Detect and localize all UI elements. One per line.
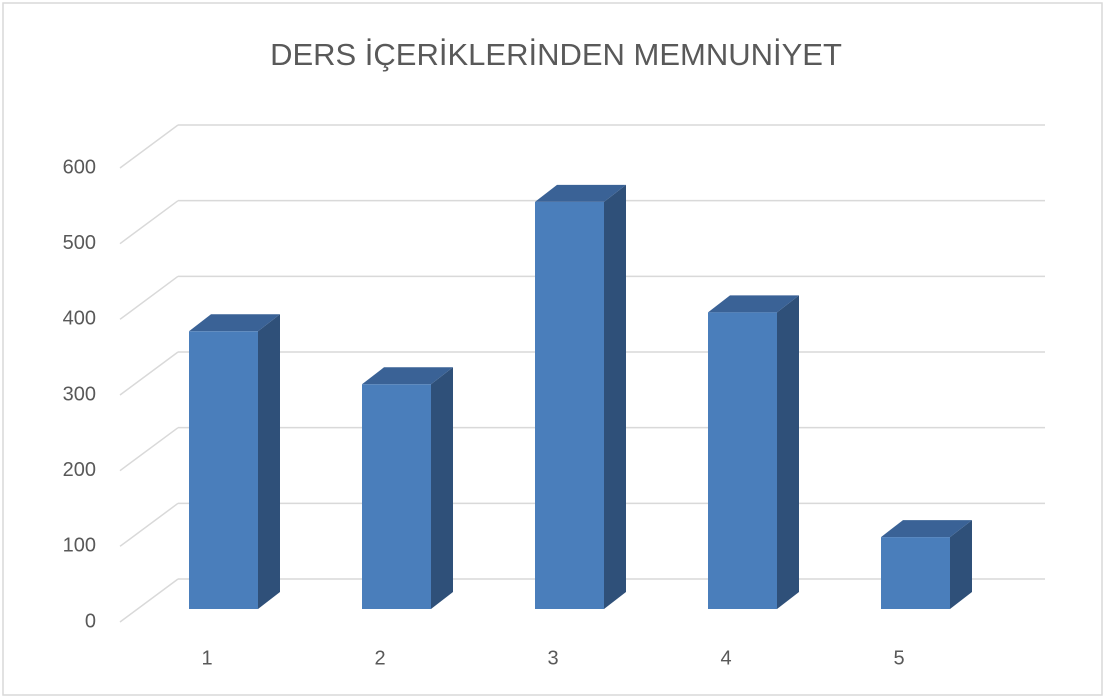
x-tick-label: 4 — [720, 647, 731, 669]
bar-side — [777, 295, 799, 609]
grid-line-floor — [119, 578, 179, 623]
y-tick-label: 500 — [63, 232, 96, 254]
bar — [535, 201, 604, 609]
x-tick-label: 2 — [374, 647, 385, 669]
x-tick-label: 5 — [893, 647, 904, 669]
bar-top — [708, 295, 799, 313]
x-tick-label: 3 — [547, 647, 558, 669]
bar-side — [604, 184, 626, 609]
grid-line-floor — [119, 427, 179, 472]
y-tick-label: 300 — [63, 383, 96, 405]
y-tick-label: 200 — [63, 459, 96, 481]
bar — [362, 384, 431, 609]
bar — [708, 312, 777, 609]
y-tick-label: 400 — [63, 308, 96, 330]
x-tick-label: 1 — [201, 647, 212, 669]
bar-top — [362, 367, 453, 385]
bar — [881, 537, 950, 609]
bar — [189, 331, 258, 609]
bar-side — [950, 520, 972, 609]
y-tick-label: 100 — [63, 535, 96, 557]
grid-line-floor — [119, 351, 179, 396]
chart-title: DERS İÇERİKLERİNDEN MEMNUNİYET — [270, 37, 842, 72]
bar-top — [535, 184, 626, 202]
grid-line-floor — [119, 200, 179, 245]
grid-line-floor — [119, 502, 179, 547]
grid-line-floor — [119, 275, 179, 320]
y-tick-label: 600 — [63, 156, 96, 178]
bar-side — [431, 367, 453, 609]
bar-side — [258, 314, 280, 609]
grid-line-floor — [119, 124, 179, 169]
y-tick-label: 0 — [85, 610, 96, 632]
bar-top — [189, 314, 280, 332]
bar-top — [881, 520, 972, 538]
